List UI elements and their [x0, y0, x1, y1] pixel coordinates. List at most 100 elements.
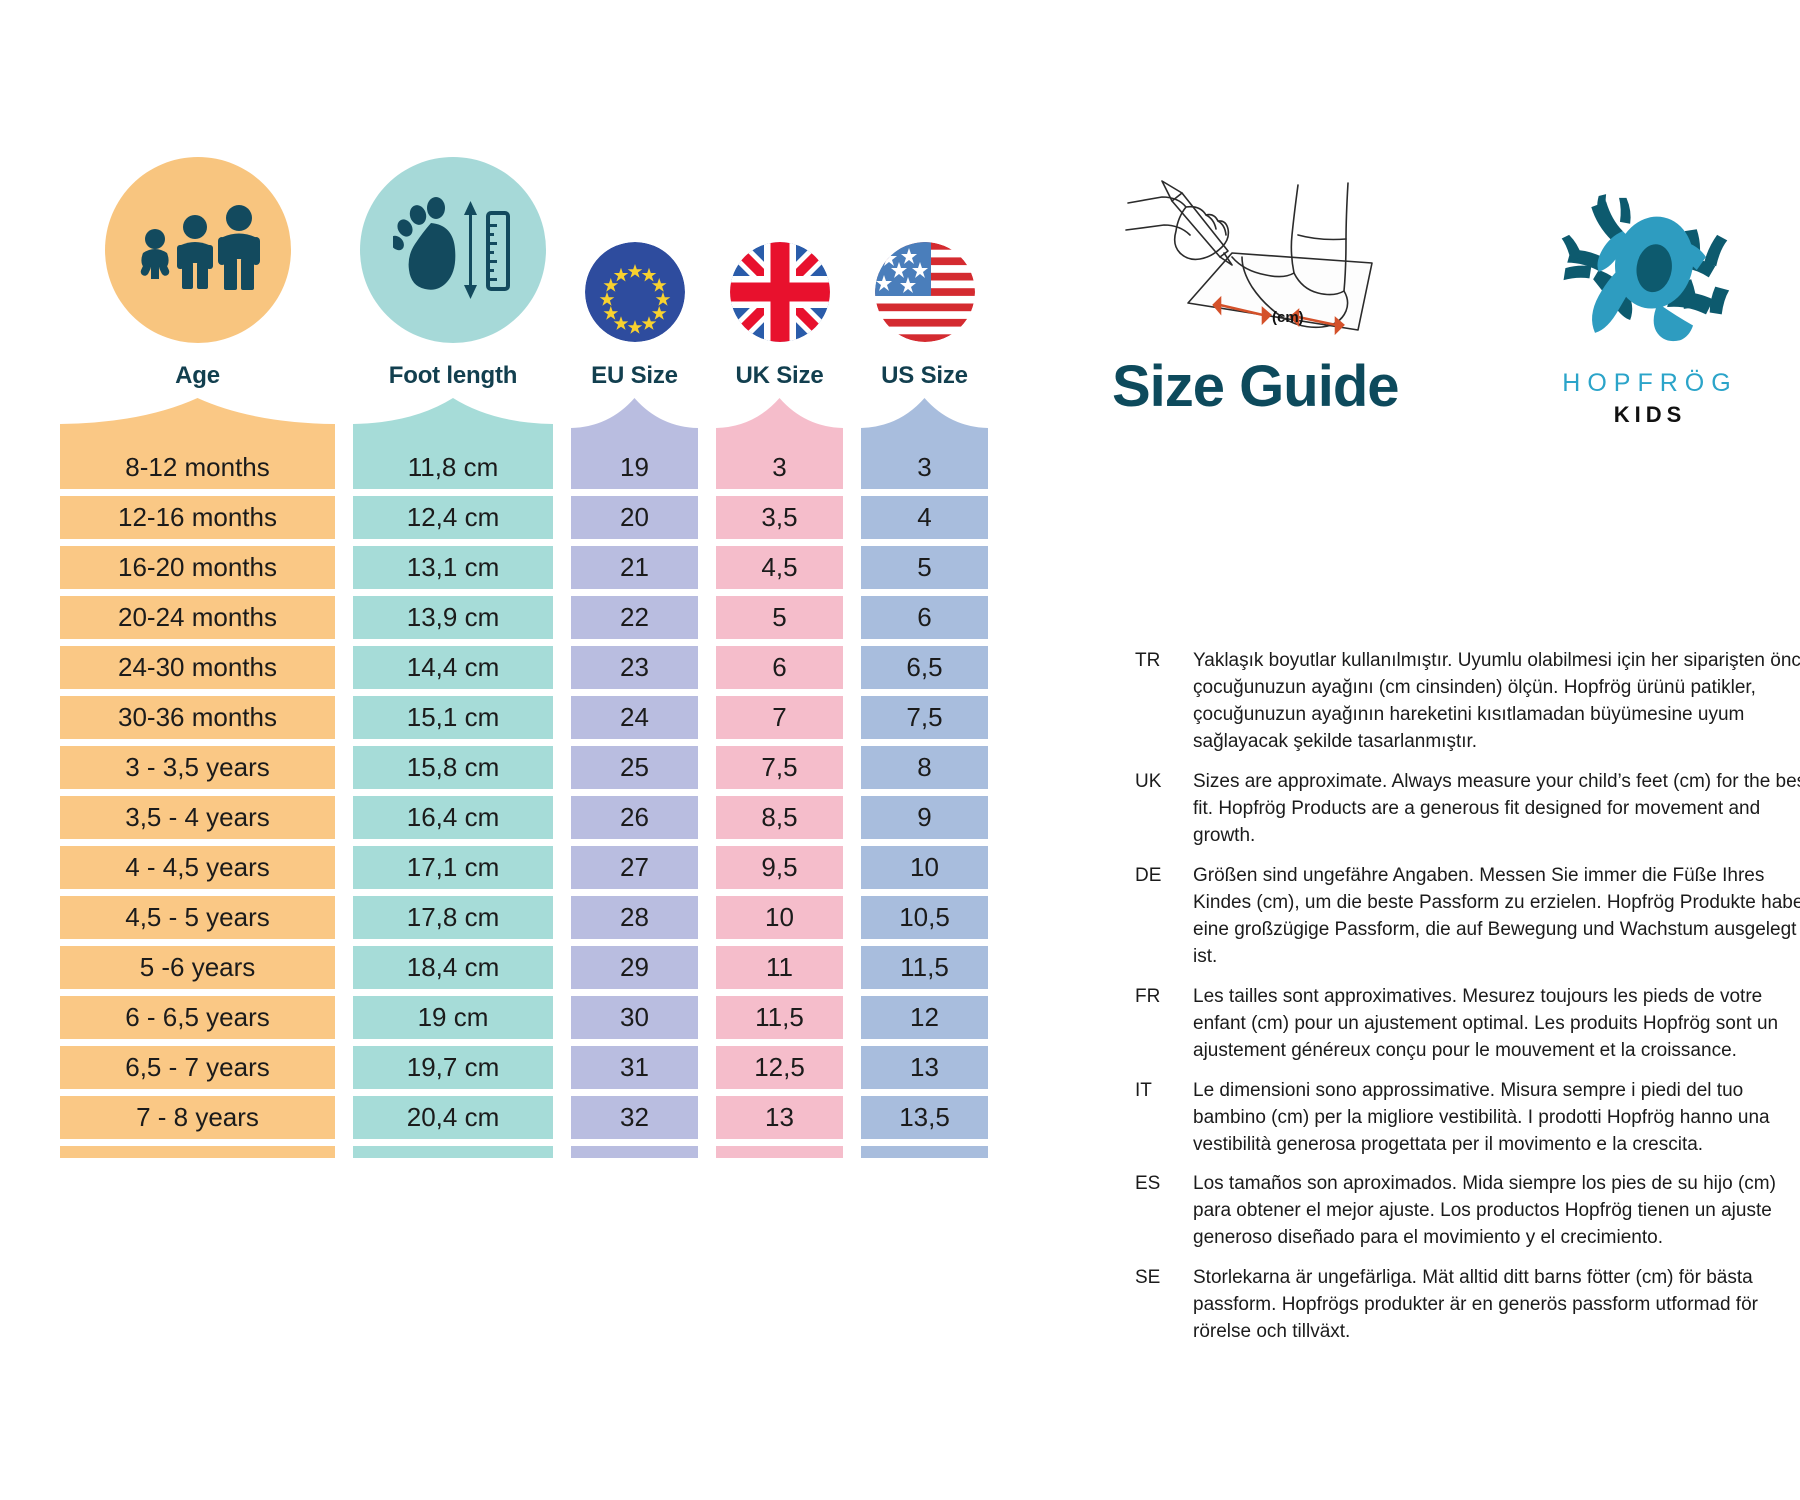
note-text: Los tamaños son aproximados. Mida siempr… [1193, 1173, 1776, 1249]
table-cell-age: 6,5 - 7 years [60, 1046, 335, 1089]
note-language-code: IT [1135, 1079, 1152, 1101]
age-group-icon [104, 157, 291, 343]
table-cell-uk: 9,5 [716, 846, 843, 889]
table-cell-uk: 6 [716, 646, 843, 689]
column-uk-size: UK Size 3 3,5 4,5 5 6 7 7,5 8,5 9,5 10 11 11,5 12,5 1… [716, 150, 843, 1158]
note-row: ES Los tamaños son aproximados. Mida siem… [1135, 1171, 1800, 1252]
note-row: TR Yaklaşık boyutlar kullanılmıştır. Uyum… [1135, 648, 1800, 756]
size-table: Age 8-12 months 12-16 months 16-20 months 2… [60, 150, 1070, 1400]
brand-logo: HOPFRÖG KIDS [1530, 175, 1770, 428]
table-cell-uk: 3,5 [716, 496, 843, 539]
table-cell-us: 10 [861, 846, 988, 889]
note-language-code: TR [1135, 650, 1161, 671]
note-text: Sizes are approximate. Always measure yo… [1193, 770, 1800, 846]
note-language-code: FR [1135, 985, 1161, 1007]
table-cell-foot: 13,9 cm [353, 596, 553, 639]
column-title-uk-size: UK Size [735, 362, 824, 389]
note-text: Yaklaşık boyutlar kullanılmıştır. Uyumlu… [1193, 650, 1800, 752]
column-us-size: US Size 3 4 5 6 6,5 7,5 8 9 10 10,5 11,5 12 13 13,5 [861, 150, 988, 1158]
us-flag-wrap [874, 150, 975, 350]
column-title-us-size: US Size [881, 362, 968, 389]
table-cell-us: 3 [861, 446, 988, 489]
table-cell-foot: 14,4 cm [353, 646, 553, 689]
table-cell-eu: 24 [571, 696, 698, 739]
table-cell-us: 9 [861, 796, 988, 839]
table-cell-foot: 11,8 cm [353, 446, 553, 489]
table-cell-us: 13,5 [861, 1096, 988, 1139]
table-cell-age: 8-12 months [60, 446, 335, 489]
table-cell-us: 10,5 [861, 896, 988, 939]
note-row: FR Les tailles sont approximatives. Mesur… [1135, 984, 1800, 1065]
cap-us [861, 398, 988, 446]
cells-uk: 3 3,5 4,5 5 6 7 7,5 8,5 9,5 10 11 11,5 12,5 13 [716, 446, 843, 1146]
table-cell-eu: 23 [571, 646, 698, 689]
note-row: DE Größen sind ungefähre Angaben. Messen … [1135, 863, 1800, 971]
table-cell-us: 11,5 [861, 946, 988, 989]
table-cell-us: 13 [861, 1046, 988, 1089]
cap-age [60, 398, 335, 446]
note-text: Les tailles sont approximatives. Mesurez… [1193, 985, 1779, 1061]
table-cell-eu: 20 [571, 496, 698, 539]
hero-panel: (cm) Size Guide [1112, 175, 1780, 428]
table-cell-foot: 19 cm [353, 996, 553, 1039]
table-cell-uk: 5 [716, 596, 843, 639]
uk-flag-wrap [729, 150, 830, 350]
note-language-code: SE [1135, 1267, 1161, 1289]
table-cell-eu: 32 [571, 1096, 698, 1139]
cap-foot [353, 398, 553, 446]
column-title-age: Age [175, 362, 220, 389]
table-cell-age: 4 - 4,5 years [60, 846, 335, 889]
cap-eu [571, 398, 698, 446]
measure-label: (cm) [1272, 309, 1304, 326]
column-age: Age 8-12 months 12-16 months 16-20 months 2… [60, 150, 335, 1158]
note-row: IT Le dimensioni sono approssimative. Mis… [1135, 1078, 1800, 1159]
note-text: Le dimensioni sono approssimative. Misur… [1193, 1079, 1770, 1155]
table-cell-age: 20-24 months [60, 596, 335, 639]
table-cell-age: 12-16 months [60, 496, 335, 539]
table-cell-eu: 26 [571, 796, 698, 839]
note-row: SE Storlekarna är ungefärliga. Mät alltid… [1135, 1265, 1800, 1346]
page-title: Size Guide [1112, 354, 1400, 419]
brand-name: HOPFRÖG [1562, 369, 1738, 397]
table-cell-age: 30-36 months [60, 696, 335, 739]
size-table-columns: Age 8-12 months 12-16 months 16-20 months 2… [60, 150, 1070, 1158]
cells-foot: 11,8 cm 12,4 cm 13,1 cm 13,9 cm 14,4 cm 15,1 … [353, 446, 553, 1146]
age-badge-wrap [104, 150, 291, 350]
column-title-eu-size: EU Size [591, 362, 678, 389]
table-cell-us: 12 [861, 996, 988, 1039]
table-cell-uk: 13 [716, 1096, 843, 1139]
table-cell-foot: 20,4 cm [353, 1096, 553, 1139]
table-cell-uk: 10 [716, 896, 843, 939]
table-cell-age: 5 -6 years [60, 946, 335, 989]
column-title-foot-length: Foot length [388, 362, 518, 389]
table-cell-age: 7 - 8 years [60, 1096, 335, 1139]
table-cell-age: 3 - 3,5 years [60, 746, 335, 789]
table-cell-us: 8 [861, 746, 988, 789]
table-cell-foot: 12,4 cm [353, 496, 553, 539]
foot-stub-uk [716, 1146, 843, 1158]
hero-left: (cm) Size Guide [1112, 175, 1520, 416]
hero-row: (cm) Size Guide [1112, 175, 1780, 428]
table-cell-eu: 25 [571, 746, 698, 789]
column-eu-size: EU Size 19 20 21 22 23 24 25 26 27 28 29 30 31 32 [571, 150, 698, 1158]
table-cell-eu: 27 [571, 846, 698, 889]
table-cell-foot: 16,4 cm [353, 796, 553, 839]
us-flag-icon [874, 242, 975, 342]
cap-uk [716, 398, 843, 446]
table-cell-uk: 3 [716, 446, 843, 489]
foot-stub-us [861, 1146, 988, 1158]
table-cell-eu: 28 [571, 896, 698, 939]
table-cell-uk: 4,5 [716, 546, 843, 589]
footprint-ruler-icon [360, 157, 546, 343]
table-cell-uk: 11 [716, 946, 843, 989]
foot-stub-age [60, 1146, 335, 1158]
note-language-code: UK [1135, 770, 1162, 792]
table-cell-uk: 12,5 [716, 1046, 843, 1089]
table-cell-eu: 19 [571, 446, 698, 489]
table-cell-uk: 7,5 [716, 746, 843, 789]
note-language-code: DE [1135, 864, 1162, 886]
table-cell-foot: 18,4 cm [353, 946, 553, 989]
table-cell-age: 6 - 6,5 years [60, 996, 335, 1039]
table-cell-us: 7,5 [861, 696, 988, 739]
table-cell-us: 4 [861, 496, 988, 539]
